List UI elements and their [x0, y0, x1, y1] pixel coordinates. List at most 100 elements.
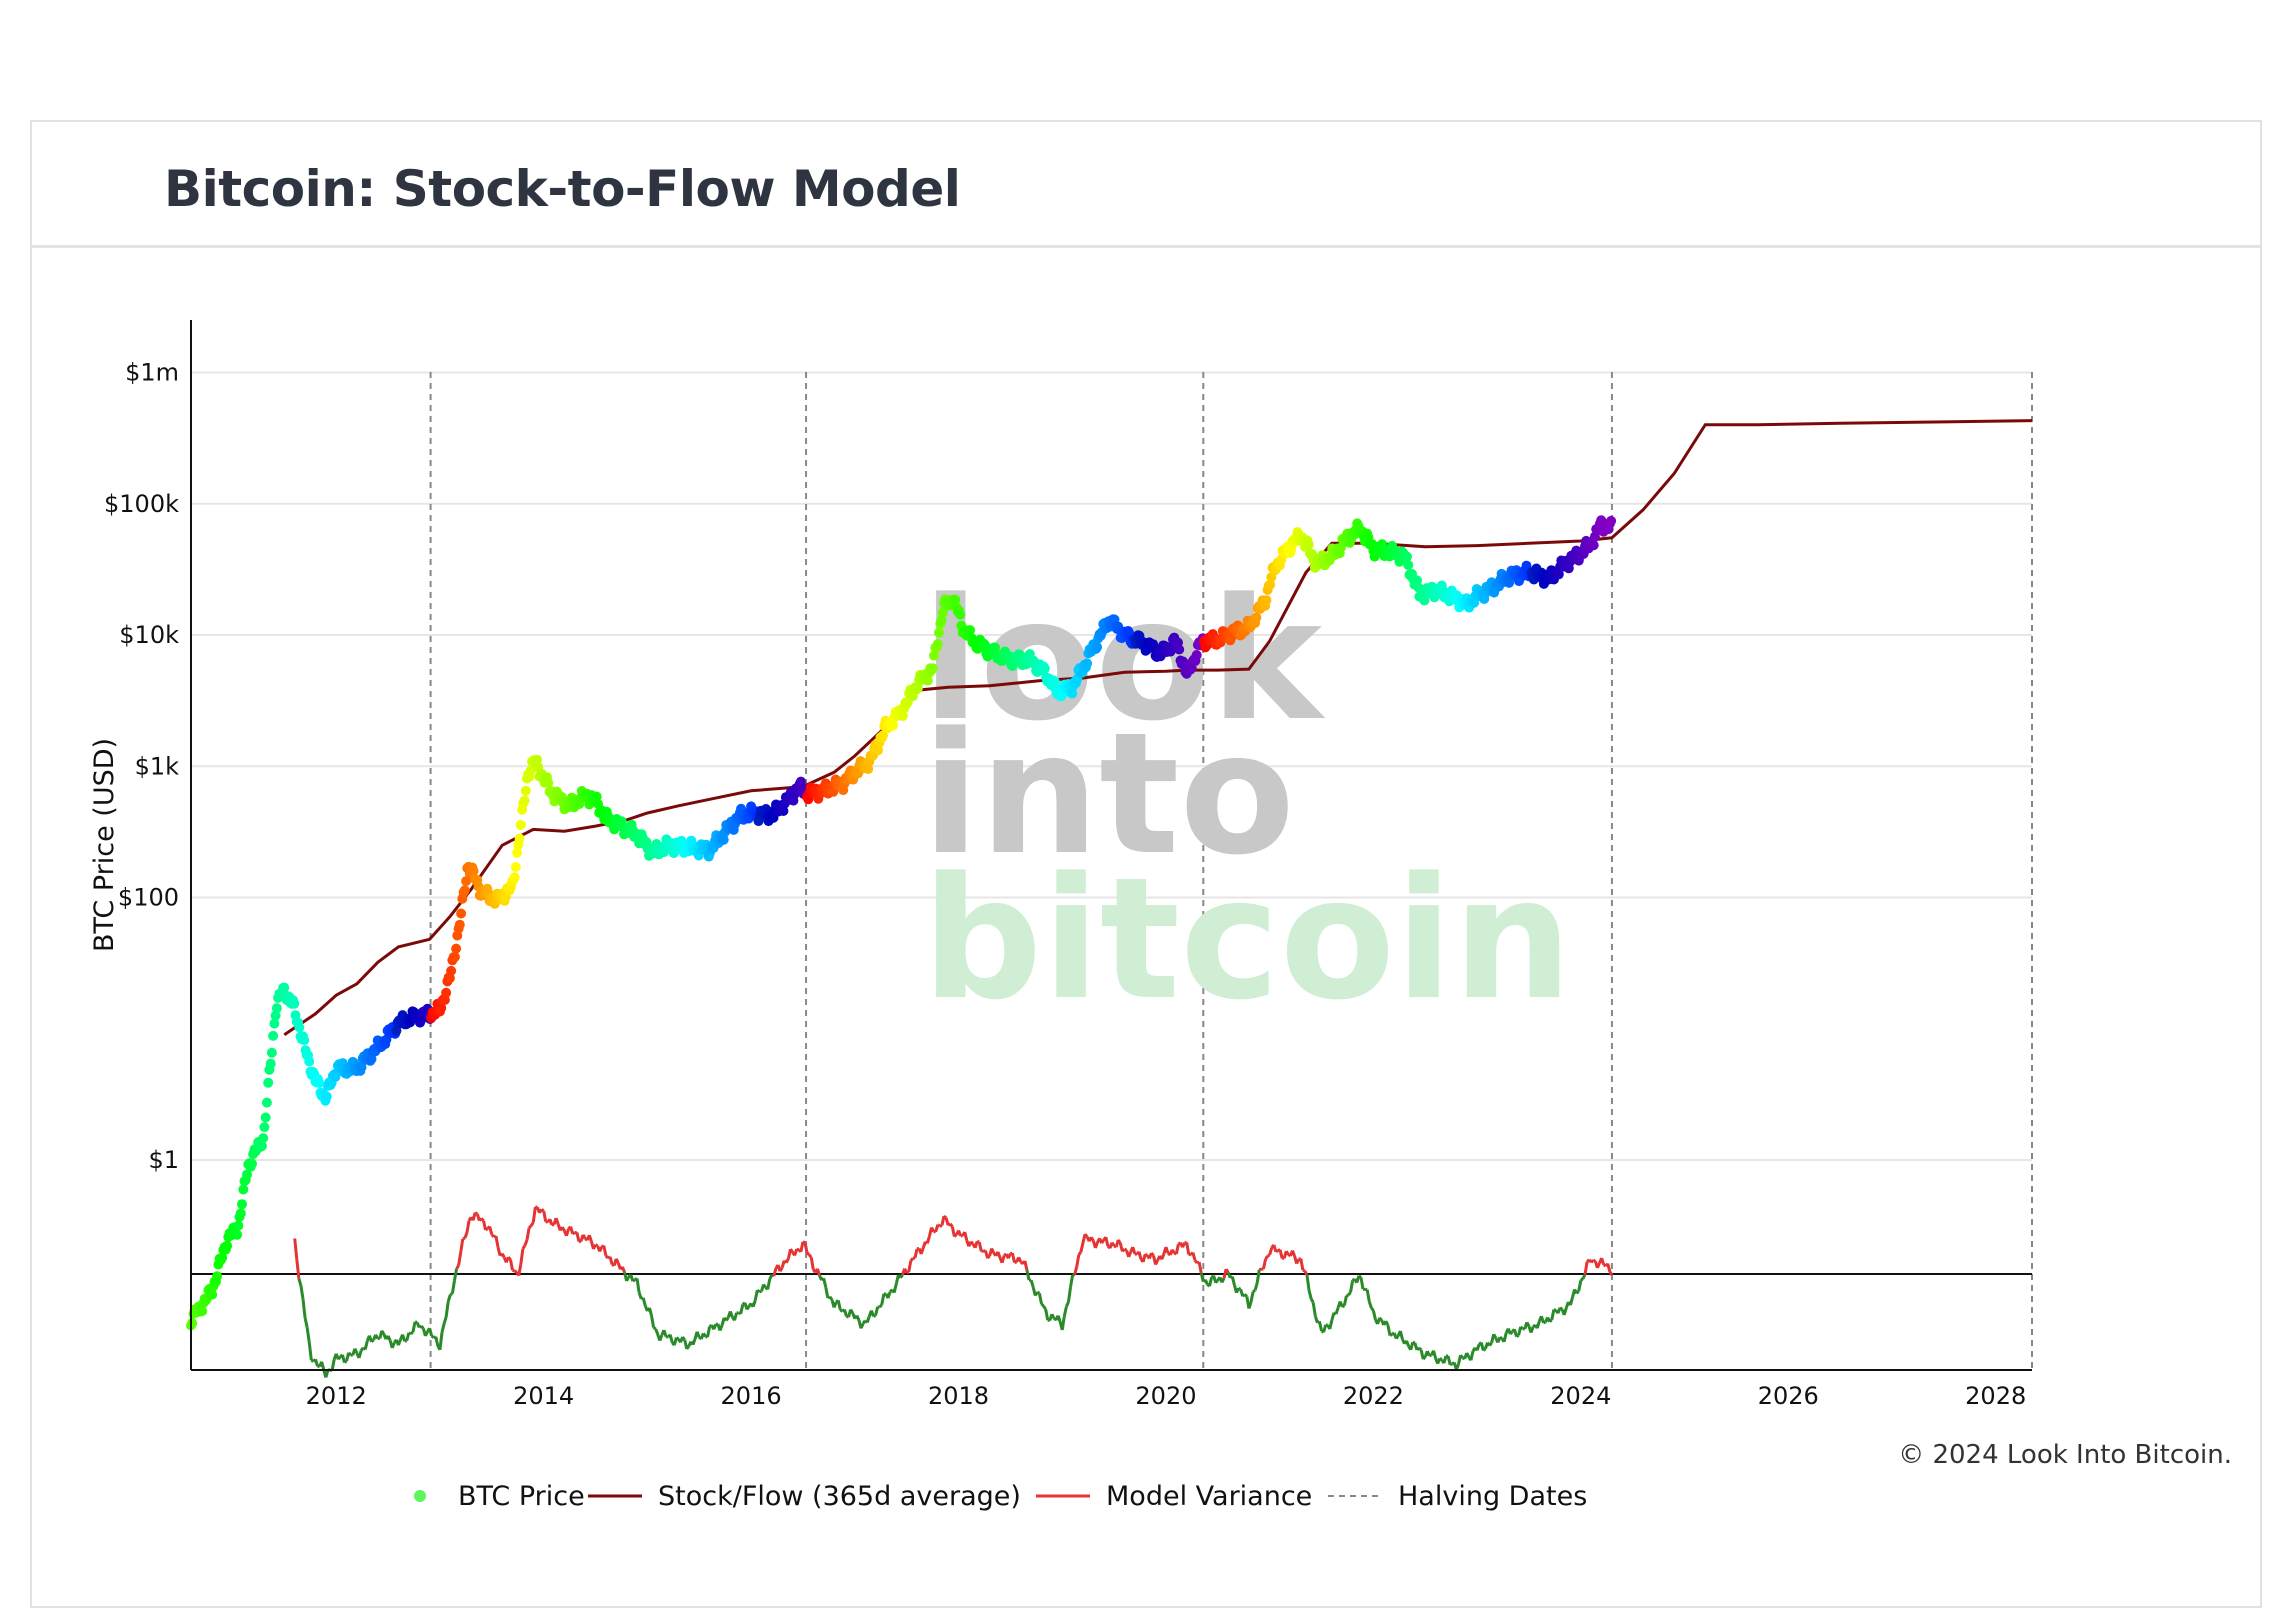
variance-segment [446, 1294, 452, 1303]
variance-segment [1602, 1263, 1607, 1268]
variance-segment [1237, 1286, 1242, 1291]
variance-segment [592, 1244, 597, 1250]
variance-segment [691, 1338, 697, 1346]
variance-segment [1121, 1248, 1126, 1253]
variance-segment [842, 1308, 848, 1317]
variance-segment [434, 1336, 440, 1347]
variance-segment [1253, 1282, 1259, 1291]
variance-segment [789, 1248, 794, 1254]
variance-segment [1104, 1236, 1110, 1247]
y-tick-label: $100 [118, 884, 179, 912]
variance-segment [1359, 1277, 1365, 1290]
variance-segment [528, 1224, 533, 1229]
variance-segment [996, 1251, 1002, 1259]
price-point [289, 998, 300, 1009]
variance-segment [531, 1206, 537, 1223]
variance-segment [1328, 1319, 1334, 1330]
variance-segment [849, 1308, 855, 1314]
x-tick-label: 2012 [306, 1382, 367, 1410]
variance-segment [1174, 1243, 1180, 1255]
variance-segment [855, 1314, 861, 1321]
variance-segment [1579, 1277, 1584, 1282]
axes [190, 320, 2032, 1371]
variance-segment [1365, 1289, 1371, 1302]
variance-segment [733, 1312, 739, 1321]
variance-segment [542, 1210, 548, 1222]
variance-segment [654, 1328, 660, 1335]
variance-segment [647, 1307, 653, 1316]
variance-segment [474, 1211, 478, 1216]
y-tick-label: $1m [125, 359, 179, 387]
variance-segment [892, 1283, 898, 1293]
variance-segment [859, 1322, 865, 1329]
variance-segment [1285, 1250, 1290, 1256]
variance-segment [668, 1334, 674, 1343]
variance-segment [1529, 1326, 1535, 1334]
variance-segment [1502, 1332, 1508, 1343]
variance-segment [903, 1267, 909, 1274]
price-point [279, 982, 290, 993]
price-point [932, 639, 943, 649]
variance-segment [756, 1288, 761, 1294]
variance-segment [1144, 1252, 1148, 1257]
variance-segment [507, 1256, 512, 1261]
btc-price-series [186, 515, 1617, 1331]
variance-segment [1559, 1306, 1564, 1311]
variance-segment [1590, 1259, 1595, 1264]
variance-segment [299, 1285, 305, 1300]
price-point [937, 607, 948, 618]
variance-segment [521, 1244, 527, 1250]
variance-segment [706, 1326, 712, 1338]
variance-segment [1197, 1261, 1203, 1274]
variance-segment [631, 1278, 636, 1283]
variance-segment [658, 1334, 664, 1342]
variance-segment [608, 1256, 614, 1265]
variance-segment [450, 1280, 456, 1294]
variance-segment [665, 1335, 669, 1339]
variance-segment [565, 1228, 570, 1237]
variance-segment [1275, 1249, 1279, 1254]
variance-segment [452, 1268, 458, 1282]
price-point [271, 1003, 282, 1014]
price-point [990, 642, 1000, 653]
variance-segment [1006, 1252, 1012, 1259]
variance-segment [488, 1226, 494, 1235]
price-point [520, 785, 531, 796]
variance-segment [1243, 1293, 1248, 1298]
variance-segment [785, 1257, 790, 1264]
variance-segment [587, 1234, 593, 1242]
variance-segment [718, 1324, 724, 1332]
variance-segment [444, 1301, 450, 1318]
variance-segment [604, 1254, 610, 1260]
variance-segment [625, 1276, 631, 1282]
variance-segment [554, 1217, 560, 1225]
variance-segment [581, 1234, 587, 1240]
variance-segment [357, 1350, 363, 1359]
price-point [436, 1002, 447, 1013]
variance-segment [745, 1305, 751, 1311]
price-point [259, 1122, 270, 1133]
price-point [233, 1220, 244, 1231]
price-point [269, 1018, 280, 1029]
price-point [459, 885, 470, 896]
variance-segment [1224, 1268, 1230, 1274]
variance-segment [1214, 1279, 1219, 1284]
price-point [446, 965, 457, 976]
model-variance-series [293, 1205, 1614, 1378]
variance-segment [1291, 1250, 1296, 1257]
variance-segment [1562, 1307, 1568, 1316]
variance-segment [909, 1257, 915, 1262]
variance-segment [1442, 1355, 1448, 1364]
variance-segment [1535, 1320, 1541, 1329]
variance-segment [1023, 1260, 1029, 1271]
variance-segment [957, 1229, 962, 1237]
variance-segment [310, 1358, 315, 1363]
variance-segment [907, 1260, 913, 1273]
price-point [778, 806, 789, 816]
variance-segment [1317, 1321, 1323, 1332]
price-point [912, 683, 923, 694]
variance-segment [293, 1238, 299, 1260]
variance-segment [799, 1241, 805, 1253]
variance-segment [1428, 1353, 1432, 1358]
variance-segment [1548, 1318, 1553, 1323]
